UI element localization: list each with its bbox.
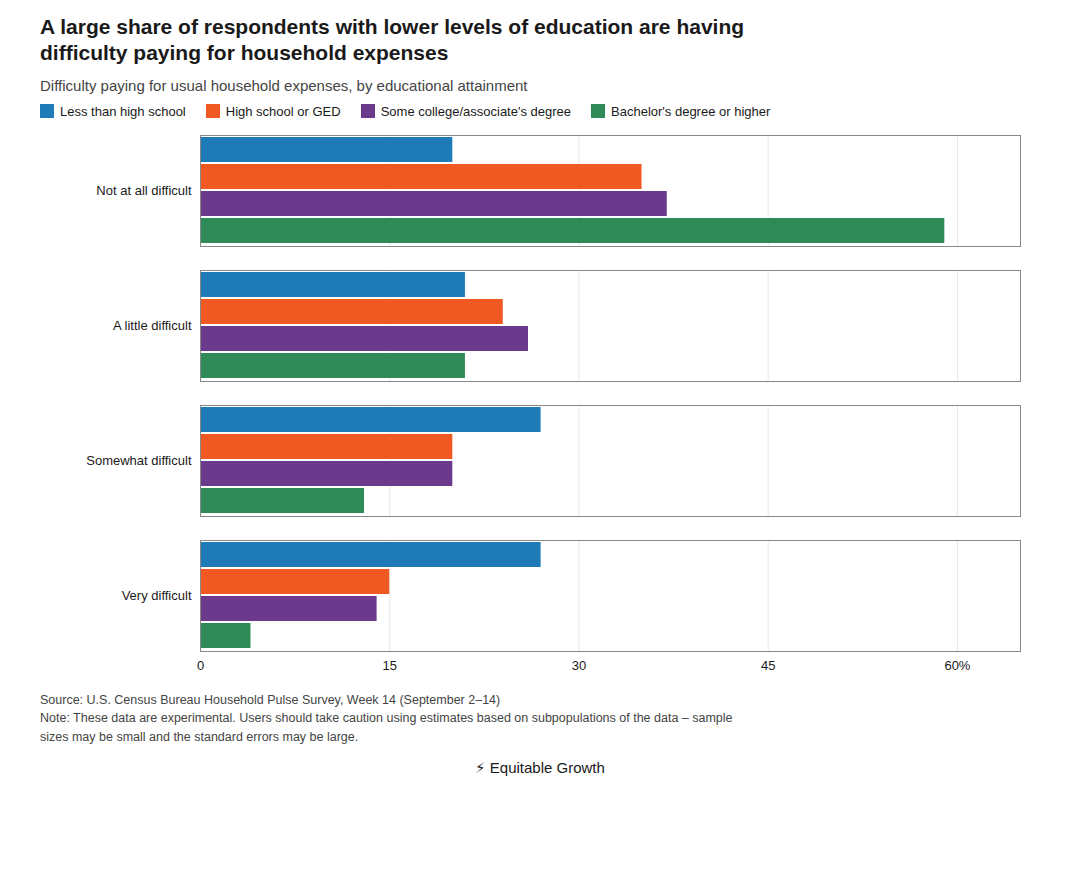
html-text:⚡ Equitable Growth: ⚡ Equitable Growth (475, 758, 605, 776)
svg-text:30: 30 (572, 657, 586, 672)
svg-text:Very difficult: Very difficult (122, 588, 192, 603)
html-text:High school or GED: High school or GED (225, 103, 341, 119)
html-text:Difficulty paying for usual ho: Difficulty paying for usual household ex… (40, 76, 528, 94)
html-text:Bachelor's degree or higher: Bachelor's degree or higher (611, 103, 771, 119)
html-text:Less than high school: Less than high school (60, 103, 186, 119)
svg-text:Not at all difficult: Not at all difficult (96, 183, 192, 198)
html-text:A large share of respondents w: A large share of respondents with lower … (40, 15, 745, 65)
svg-text:60%: 60% (944, 657, 970, 672)
html-text:Source: U.S. Census Bureau Hou: Source: U.S. Census Bureau Household Pul… (40, 692, 733, 744)
svg-text:A little difficult: A little difficult (113, 318, 192, 333)
svg-text:45: 45 (761, 657, 775, 672)
svg-text:Somewhat difficult: Somewhat difficult (86, 453, 192, 468)
svg-text:15: 15 (382, 657, 396, 672)
html-text:Some college/associate's degre: Some college/associate's degree (380, 103, 571, 119)
svg-text:0: 0 (197, 657, 204, 672)
